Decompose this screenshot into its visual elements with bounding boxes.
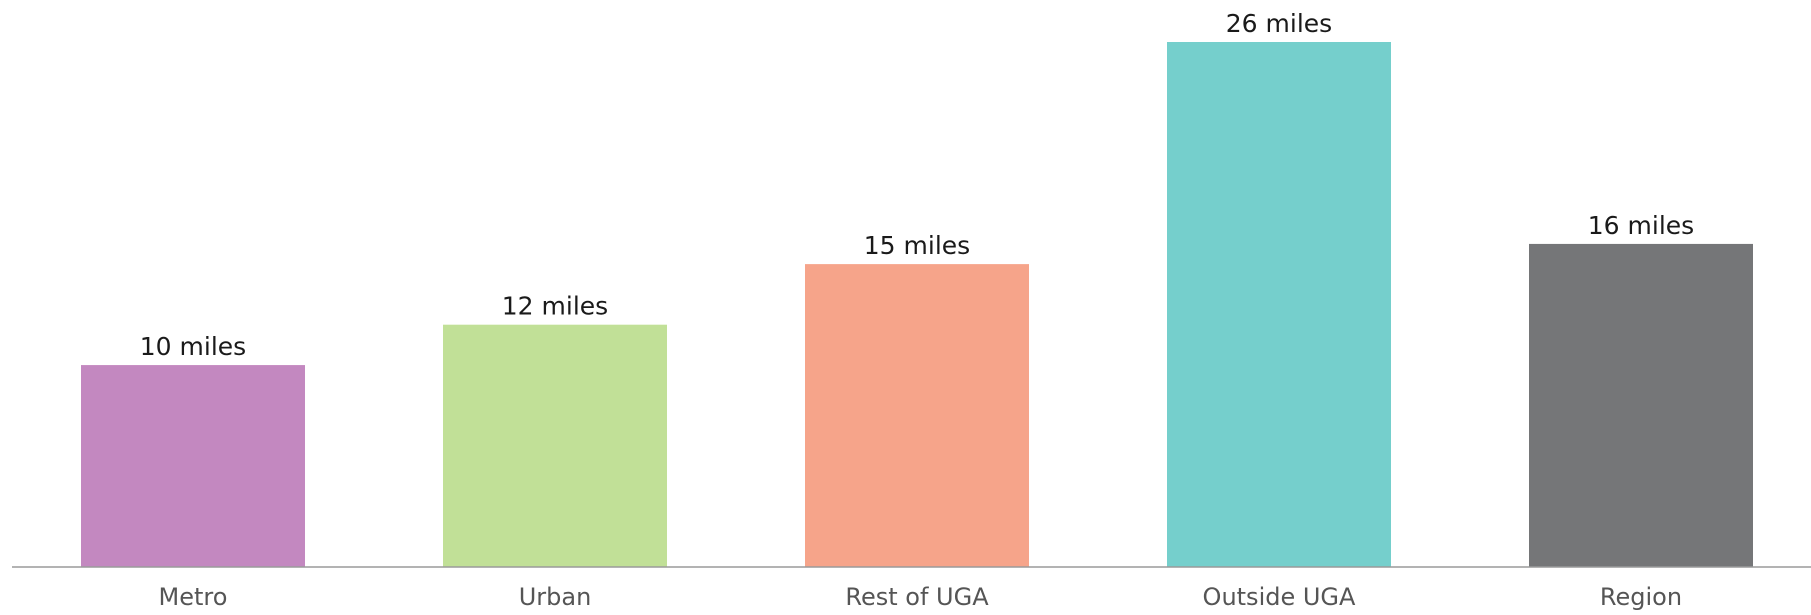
data-label-region: 16 miles xyxy=(1588,211,1694,240)
category-labels-group: Metro Urban Rest of UGA Outside UGA Region xyxy=(159,583,1683,611)
category-label-metro: Metro xyxy=(159,583,228,611)
data-label-metro: 10 miles xyxy=(140,332,246,361)
data-label-urban: 12 miles xyxy=(502,292,608,321)
bar-region xyxy=(1529,243,1753,567)
data-label-outside-uga: 26 miles xyxy=(1226,9,1332,38)
data-label-rest-of-uga: 15 miles xyxy=(864,231,970,260)
bar-urban xyxy=(443,324,667,567)
bar-rest-of-uga xyxy=(805,264,1029,567)
category-label-rest-of-uga: Rest of UGA xyxy=(845,583,989,611)
category-label-region: Region xyxy=(1600,583,1682,611)
category-label-outside-uga: Outside UGA xyxy=(1203,583,1356,611)
bars-group xyxy=(81,42,1753,567)
bar-metro xyxy=(81,365,305,567)
bar-outside-uga xyxy=(1167,42,1391,567)
category-label-urban: Urban xyxy=(519,583,592,611)
value-labels-group: 10 miles 12 miles 15 miles 26 miles 16 miles xyxy=(140,9,1694,361)
